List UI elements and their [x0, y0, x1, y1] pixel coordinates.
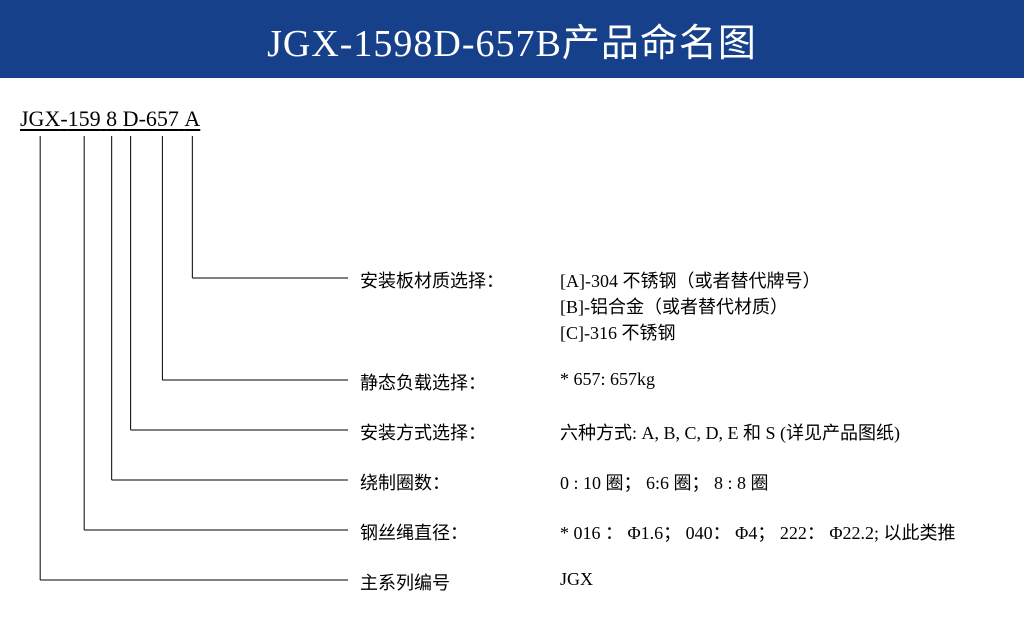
row-label: 绕制圈数：: [360, 469, 450, 495]
row-value: [C]-316 不锈钢: [560, 319, 676, 345]
row-value: 0 : 10 圈； 6:6 圈； 8 : 8 圈: [560, 469, 769, 495]
row-value: [A]-304 不锈钢（或者替代牌号）: [560, 267, 820, 293]
row-label: 钢丝绳直径：: [360, 519, 468, 545]
row-value: [B]-铝合金（或者替代材质）: [560, 293, 788, 319]
code-segment-2: 159: [68, 106, 101, 132]
naming-diagram: JGX-159 8 D-657 A 安装板材质选择：[A]-304 不锈钢（或者…: [0, 78, 1024, 621]
row-label: 安装板材质选择：: [360, 267, 504, 293]
row-value: JGX: [560, 569, 593, 590]
row-label: 静态负载选择：: [360, 369, 486, 395]
code-segment-7: -: [139, 106, 146, 132]
title-header: JGX-1598D-657B产品命名图: [0, 0, 1024, 78]
product-code-row: JGX-159 8 D-657 A: [20, 106, 200, 132]
code-segment-0: JGX: [20, 106, 60, 132]
page-title: JGX-1598D-657B产品命名图: [267, 12, 757, 67]
row-value: 六种方式: A, B, C, D, E 和 S (详见产品图纸): [560, 419, 900, 445]
row-value: * 657: 657kg: [560, 369, 655, 390]
code-segment-4: 8: [106, 106, 117, 132]
code-segment-8: 657: [146, 106, 179, 132]
code-segment-6: D: [123, 106, 139, 132]
row-label: 主系列编号: [360, 569, 450, 595]
row-label: 安装方式选择：: [360, 419, 486, 445]
code-segment-1: -: [60, 106, 67, 132]
code-segment-10: A: [184, 106, 200, 132]
row-value: * 016 ： Φ1.6； 040： Φ4； 222： Φ22.2; 以此类推: [560, 519, 955, 545]
